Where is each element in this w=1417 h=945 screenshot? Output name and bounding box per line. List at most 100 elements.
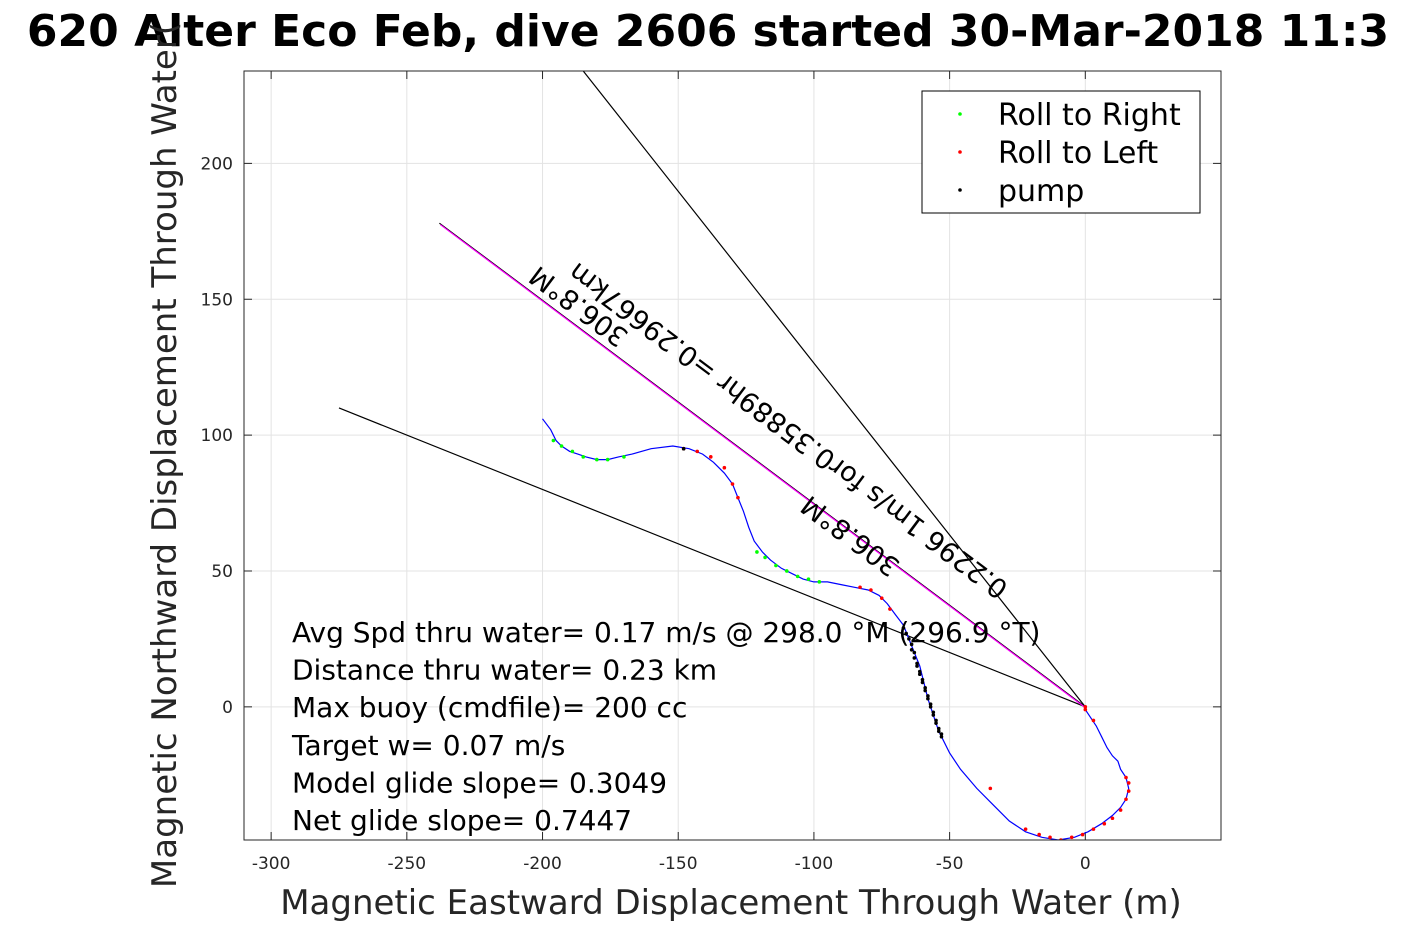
roll-left-point [1091,827,1096,831]
roll-left-point [1069,835,1074,840]
pump-point [912,650,917,655]
x-axis-label: Magnetic Eastward Displacement Through W… [280,883,1182,923]
axis-ticks: -300 -250 -200 -150 -100 -50 0 0 50 100 150 200 [201,71,1221,874]
y-axis-label: Magnetic Northward Displacement Through … [145,22,185,888]
pump-point [920,680,925,685]
pump-point [923,688,927,693]
legend-marker [958,150,962,154]
axes-box [243,70,1222,841]
x-tick-label: -300 [252,854,291,874]
y-tick-label: 200 [201,154,233,174]
stats-line: Net glide slope= 0.7447 [292,804,632,837]
pump-point [681,446,686,451]
roll-left-point [1110,816,1115,821]
x-tick-label: -100 [795,854,834,874]
roll-right-point [605,457,610,462]
roll-left-point [736,495,740,500]
heading-line-black [439,222,1086,708]
legend-box [921,90,1201,214]
stats-line: Avg Spd thru water= 0.17 m/s @ 298.0 °M … [292,616,1040,649]
roll-left-point [722,465,727,470]
x-tick-label: -200 [523,854,562,874]
heading-line-magenta [440,224,1087,709]
roll-left-point [1126,789,1131,793]
roll-right-point [774,563,778,568]
y-tick-label: 50 [211,562,233,582]
x-tick-label: -50 [936,854,964,874]
x-tick-label: 0 [1080,854,1091,874]
roll-left-point [1048,835,1052,840]
legend-label: Roll to Right [998,98,1181,133]
pump-point [917,669,922,674]
roll-right-point [581,455,586,459]
roll-right-point [755,550,759,554]
chart-title: 620 Alter Eco Feb, dive 2606 started 30-… [27,6,1389,57]
roll-left-point [988,786,993,791]
pump-point [909,647,914,652]
roll-right-point [806,577,811,581]
pump-point [931,713,936,717]
pump-point [909,642,914,647]
roll-left-point [1124,775,1128,780]
stats-line: Model glide slope= 0.3049 [292,766,667,799]
pump-point [931,710,936,715]
legend-marker [958,188,962,192]
roll-left-point [879,596,884,600]
pump-point [936,726,941,731]
y-tick-label: 100 [201,426,233,446]
heading-wedge-line [338,407,1086,708]
roll-left-point [858,585,862,590]
stats-line: Target w= 0.07 m/s [291,729,565,762]
x-tick-label: -150 [659,854,698,874]
roll-right-point [622,455,626,459]
roll-right-point [784,569,789,573]
x-tick-label: -250 [388,854,427,874]
roll-left-point [1124,797,1128,802]
legend-label: Roll to Left [998,136,1158,171]
roll-left-point [1023,827,1028,831]
legend-label: pump [998,174,1084,209]
legend-marker [958,112,962,116]
roll-left-point [1118,808,1123,812]
roll-left-point [1091,718,1096,723]
roll-left-point [888,607,892,611]
pump-point [907,637,911,641]
roll-right-point [551,438,556,443]
pump-point [926,694,930,698]
stats-line: Max buoy (cmdfile)= 200 cc [292,691,687,724]
roll-left-point [695,449,700,454]
y-tick-label: 150 [201,290,233,310]
roll-left-point [1037,832,1041,837]
roll-left-point [1083,705,1088,709]
stats-annotations: Avg Spd thru water= 0.17 m/s @ 298.0 °M … [291,616,1040,837]
pump-point [912,656,917,660]
pump-point [904,631,908,636]
roll-right-point [595,457,599,462]
roll-left-point [1080,832,1085,837]
roll-left-point [708,455,713,459]
roll-right-point [795,574,800,579]
pump-point [934,718,938,723]
roll-left-point [869,588,873,592]
pump-point [915,661,919,666]
roll-right-point [817,580,822,584]
pump-point [923,686,927,690]
roll-right-point [559,444,564,448]
pump-point [901,626,906,630]
roll-left-point [730,482,735,486]
pump-point [917,672,922,677]
y-tick-label: 0 [222,698,233,718]
roll-left-point [1102,821,1107,826]
roll-left-point [1126,781,1131,785]
pump-point [934,721,938,725]
roll-left-point [1083,707,1088,712]
pump-point [939,734,944,739]
pump-point [926,696,930,701]
pump-point [939,732,944,736]
pump-point [936,729,941,734]
stats-line: Distance thru water= 0.23 km [292,654,717,687]
pump-point [928,705,933,709]
heading-wedge-line [582,71,1086,708]
